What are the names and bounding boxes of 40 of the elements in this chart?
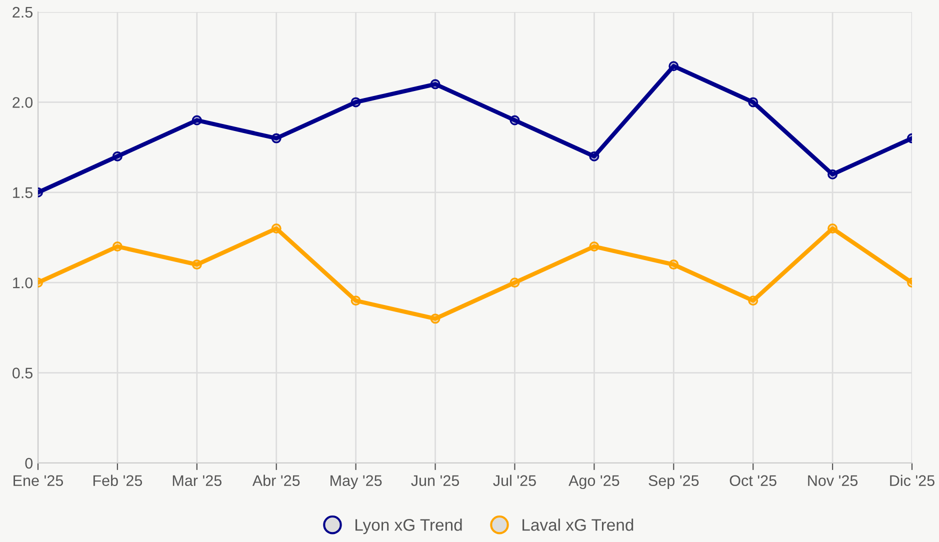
point — [271, 223, 282, 234]
point — [271, 133, 282, 144]
point — [828, 223, 838, 234]
point — [510, 115, 520, 126]
point — [589, 242, 600, 252]
point — [350, 296, 361, 306]
y-tick-label: 0.5 — [12, 368, 32, 378]
point — [350, 97, 361, 108]
point — [192, 260, 202, 270]
legend-label: Laval xG Trend — [522, 518, 634, 531]
legend-label: Lyon xG Trend — [356, 518, 462, 534]
x-tick-label: Nov '25 — [808, 475, 858, 486]
point — [748, 296, 758, 306]
x-tick-label: Ago '25 — [568, 475, 620, 490]
point — [668, 260, 679, 270]
x-tick-label: Dic '25 — [890, 474, 934, 486]
y-tick-label: 1.0 — [13, 277, 33, 288]
point — [510, 278, 520, 288]
x-tick-label: Jun '25 — [411, 475, 460, 486]
point — [748, 97, 758, 108]
y-tick-label: 1.5 — [13, 187, 32, 198]
x-tick-label: Mar '25 — [172, 475, 222, 486]
point — [112, 151, 122, 162]
x-tick-label: Sep '25 — [648, 475, 699, 490]
point — [430, 79, 440, 90]
y-tick-label: 2.0 — [12, 97, 33, 108]
point — [112, 242, 122, 252]
point — [828, 169, 838, 180]
point — [668, 61, 679, 72]
point — [589, 151, 600, 162]
x-tick-label: Abr '25 — [252, 474, 300, 486]
x-tick-label: Ene '25 — [14, 475, 64, 486]
x-tick-label: Feb '25 — [93, 474, 142, 486]
y-tick-label: 0 — [25, 458, 33, 469]
x-tick-label: Jul '25 — [493, 474, 536, 486]
x-tick-label: Oct '25 — [730, 475, 776, 486]
x-tick-label: May '25 — [330, 475, 382, 490]
point — [192, 115, 202, 126]
y-tick-label: 2.5 — [12, 6, 32, 18]
point — [430, 314, 440, 324]
